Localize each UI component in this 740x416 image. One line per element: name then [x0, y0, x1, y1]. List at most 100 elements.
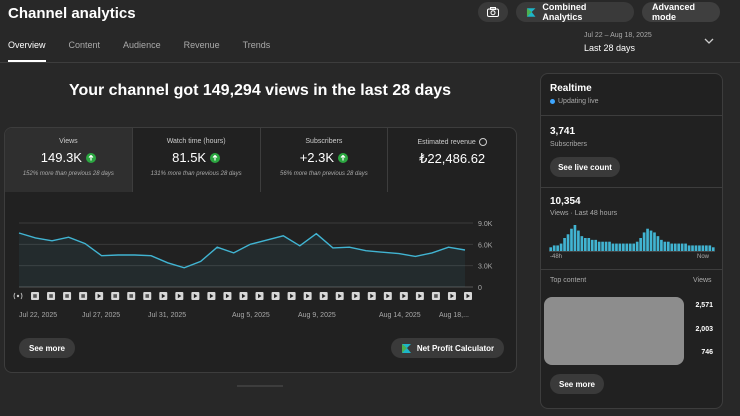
data-point[interactable]: [248, 242, 253, 247]
realtime-bar[interactable]: [549, 247, 553, 251]
data-point[interactable]: [363, 248, 368, 253]
short-marker-icon[interactable]: [47, 292, 56, 300]
video-marker-icon[interactable]: [175, 292, 184, 300]
video-marker-icon[interactable]: [335, 292, 344, 300]
advanced-mode-button[interactable]: Advanced mode: [642, 2, 720, 22]
realtime-bar[interactable]: [625, 243, 629, 251]
data-point[interactable]: [132, 253, 137, 258]
realtime-bar[interactable]: [611, 243, 615, 251]
data-point[interactable]: [446, 245, 451, 250]
data-point[interactable]: [116, 253, 121, 258]
tab-content[interactable]: Content: [68, 40, 101, 50]
data-point[interactable]: [50, 238, 55, 243]
views-line-chart[interactable]: 9.0K 6.0K 3.0K 0 Jul 22, 2025 Jul 27, 2025 Jul…: [5, 128, 517, 328]
realtime-bar[interactable]: [632, 243, 636, 251]
realtime-bar[interactable]: [653, 232, 656, 251]
realtime-bar[interactable]: [583, 238, 587, 251]
video-marker-icon[interactable]: [383, 292, 392, 300]
data-point[interactable]: [215, 245, 220, 250]
realtime-bar[interactable]: [590, 239, 594, 251]
data-point[interactable]: [463, 248, 468, 253]
see-live-count-button[interactable]: See live count: [550, 157, 620, 177]
realtime-bar[interactable]: [577, 230, 580, 251]
realtime-bar[interactable]: [670, 243, 674, 251]
video-marker-icon[interactable]: [223, 292, 232, 300]
data-point[interactable]: [99, 253, 104, 258]
combined-analytics-button[interactable]: Combined Analytics: [516, 2, 634, 22]
data-point[interactable]: [198, 259, 203, 264]
screenshot-button[interactable]: [478, 2, 508, 22]
realtime-bar[interactable]: [639, 238, 642, 251]
realtime-bar[interactable]: [608, 241, 611, 251]
realtime-bar[interactable]: [559, 243, 563, 251]
video-marker-icon[interactable]: [207, 292, 216, 300]
data-point[interactable]: [149, 253, 154, 258]
page-scroll-indicator[interactable]: [237, 385, 283, 387]
data-point[interactable]: [33, 235, 38, 240]
metric-subscribers[interactable]: Subscribers +2.3K 56% more than previous…: [261, 128, 389, 192]
data-point[interactable]: [347, 245, 352, 250]
realtime-bar[interactable]: [635, 241, 639, 251]
video-marker-icon[interactable]: [351, 292, 360, 300]
data-point[interactable]: [330, 245, 335, 250]
tab-revenue[interactable]: Revenue: [183, 40, 220, 50]
data-point[interactable]: [429, 250, 434, 255]
realtime-bar[interactable]: [656, 236, 660, 251]
tab-audience[interactable]: Audience: [123, 40, 161, 50]
video-marker-icon[interactable]: [367, 292, 376, 300]
realtime-bar[interactable]: [649, 230, 653, 251]
clock-icon[interactable]: [478, 138, 487, 146]
video-marker-icon[interactable]: [239, 292, 248, 300]
metric-views[interactable]: Views 149.3K 152% more than previous 28 …: [5, 128, 133, 192]
see-more-button[interactable]: See more: [19, 338, 75, 358]
short-marker-icon[interactable]: [79, 292, 88, 300]
realtime-bar[interactable]: [604, 241, 608, 251]
data-point[interactable]: [264, 238, 269, 243]
realtime-bar[interactable]: [587, 238, 591, 251]
realtime-bar-chart[interactable]: [549, 224, 715, 252]
data-point[interactable]: [17, 230, 22, 235]
data-point[interactable]: [281, 233, 286, 238]
video-marker-icon[interactable]: [415, 292, 424, 300]
short-marker-icon[interactable]: [127, 292, 136, 300]
realtime-bar[interactable]: [698, 245, 701, 251]
data-point[interactable]: [83, 241, 88, 246]
realtime-bar[interactable]: [601, 241, 604, 251]
date-range-picker[interactable]: Jul 22 – Aug 18, 2025 Last 28 days: [584, 32, 652, 53]
short-marker-icon[interactable]: [31, 292, 39, 300]
video-marker-icon[interactable]: [287, 292, 296, 300]
realtime-bar[interactable]: [628, 243, 632, 251]
video-marker-icon[interactable]: [271, 292, 280, 300]
realtime-bar[interactable]: [694, 245, 698, 251]
realtime-bar[interactable]: [708, 245, 712, 251]
short-marker-icon[interactable]: [431, 292, 440, 300]
video-marker-icon[interactable]: [191, 292, 200, 300]
short-marker-icon[interactable]: [111, 292, 120, 300]
realtime-bar[interactable]: [684, 243, 687, 251]
data-point[interactable]: [380, 250, 385, 255]
short-marker-icon[interactable]: [143, 292, 152, 300]
realtime-bar[interactable]: [566, 234, 570, 251]
data-point[interactable]: [297, 243, 302, 248]
video-marker-icon[interactable]: [95, 292, 104, 300]
tab-overview[interactable]: Overview: [8, 40, 46, 62]
realtime-bar[interactable]: [594, 239, 598, 251]
chevron-down-icon[interactable]: [704, 38, 714, 45]
realtime-bar[interactable]: [580, 236, 584, 251]
video-marker-icon[interactable]: [399, 292, 408, 300]
realtime-bar[interactable]: [615, 243, 618, 251]
realtime-bar[interactable]: [711, 247, 715, 251]
realtime-bar[interactable]: [646, 228, 649, 251]
realtime-bar[interactable]: [701, 245, 705, 251]
data-point[interactable]: [66, 235, 71, 240]
realtime-bar[interactable]: [597, 241, 601, 251]
video-marker-icon[interactable]: [319, 292, 328, 300]
data-point[interactable]: [231, 250, 236, 255]
realtime-bar[interactable]: [673, 243, 677, 251]
video-marker-icon[interactable]: [303, 292, 312, 300]
realtime-bar[interactable]: [705, 245, 708, 251]
realtime-bar[interactable]: [642, 232, 646, 251]
realtime-bar[interactable]: [618, 243, 622, 251]
realtime-bar[interactable]: [552, 245, 556, 251]
metric-revenue[interactable]: Estimated revenue ₺22,486.62: [388, 128, 516, 192]
